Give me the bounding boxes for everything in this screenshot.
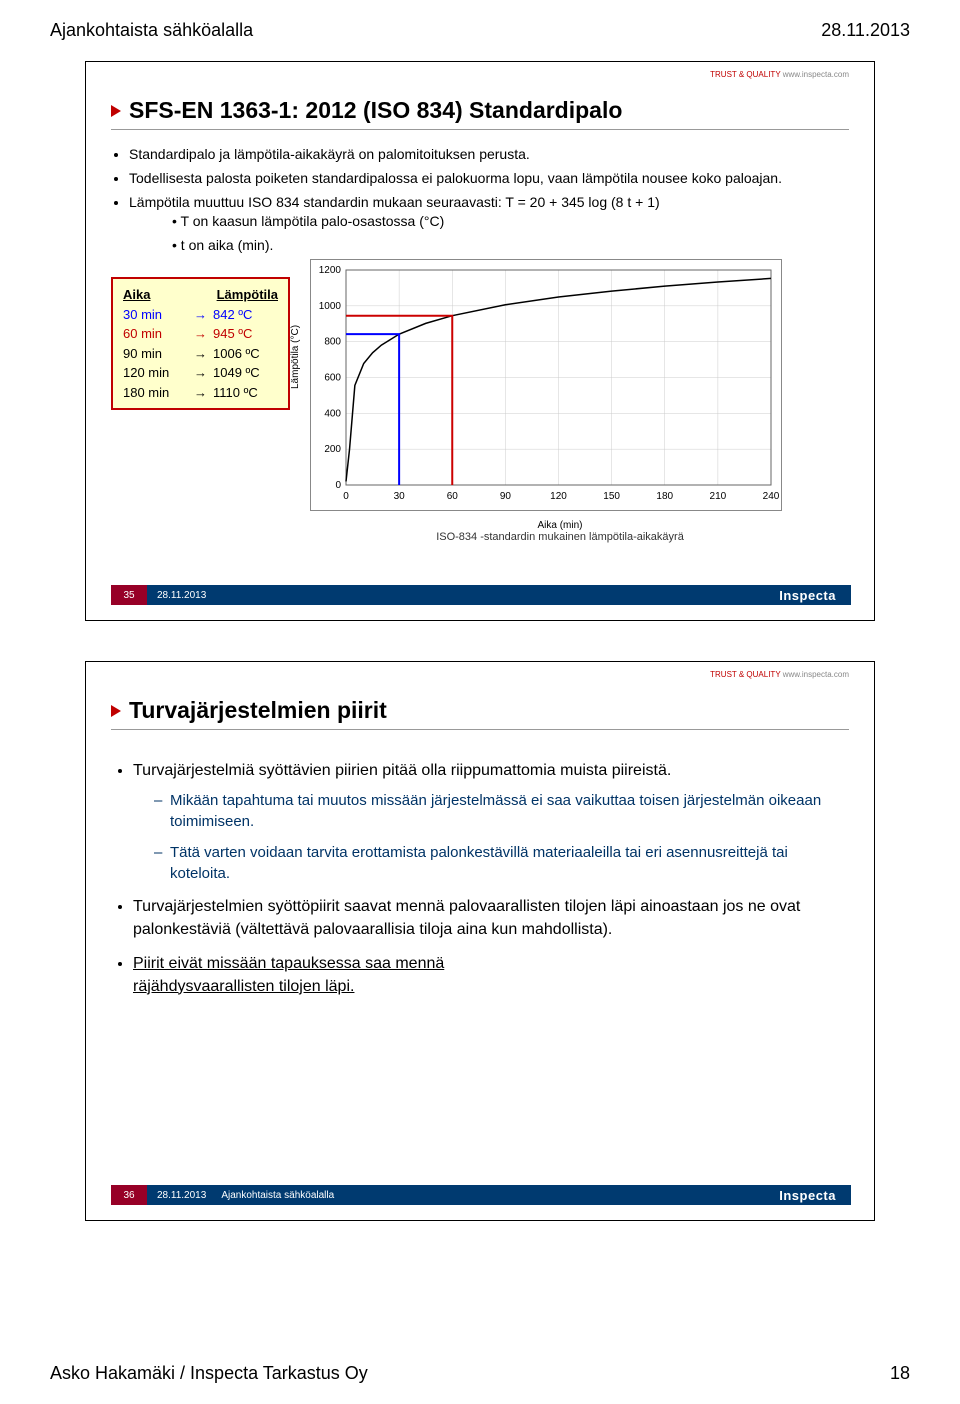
page-footer: Asko Hakamäki / Inspecta Tarkastus Oy 18 bbox=[50, 1363, 910, 1384]
s2-l1a: Turvajärjestelmiä syöttävien piirien pit… bbox=[133, 760, 849, 884]
s1-sub-a: T on kaasun lämpötila palo-osastossa (°C… bbox=[172, 212, 849, 231]
svg-text:90: 90 bbox=[500, 491, 512, 502]
svg-text:0: 0 bbox=[343, 491, 349, 502]
s2-l1c: Piirit eivät missään tapauksessa saa men… bbox=[133, 953, 849, 998]
svg-text:600: 600 bbox=[324, 373, 341, 384]
svg-text:60: 60 bbox=[447, 491, 459, 502]
inspecta-logo: Inspecta bbox=[779, 1188, 836, 1203]
inspecta-logo: Inspecta bbox=[779, 588, 836, 603]
slide-2: TRUST & QUALITY www.inspecta.com Turvajä… bbox=[85, 661, 875, 1221]
svg-text:150: 150 bbox=[603, 491, 620, 502]
svg-text:800: 800 bbox=[324, 337, 341, 348]
svg-text:0: 0 bbox=[335, 480, 341, 491]
s1-bullet-1: Standardipalo ja lämpötila-aikakäyrä on … bbox=[129, 145, 849, 164]
trust-quality-2: TRUST & QUALITY www.inspecta.com bbox=[710, 670, 849, 679]
iso834-chart: Lämpötila (°C) 0306090120150180210240020… bbox=[310, 259, 810, 543]
chart-svg: 0 30 60 90 120 150 180 210 240 0 200 400 600 800 1000 1… bbox=[310, 259, 782, 511]
slide-1: TRUST & QUALITY www.inspecta.com SFS-EN … bbox=[85, 61, 875, 621]
s1-bullet-3: Lämpötila muuttuu ISO 834 standardin muk… bbox=[129, 193, 849, 255]
s2-l1b: Turvajärjestelmien syöttöpiirit saavat m… bbox=[133, 896, 849, 941]
page-header: Ajankohtaista sähköalalla 28.11.2013 bbox=[50, 20, 910, 41]
trust-quality: TRUST & QUALITY www.inspecta.com bbox=[710, 70, 849, 79]
svg-text:180: 180 bbox=[656, 491, 673, 502]
svg-text:1000: 1000 bbox=[319, 301, 342, 312]
s1-bullet-2: Todellisesta palosta poiketen standardip… bbox=[129, 169, 849, 188]
svg-text:200: 200 bbox=[324, 445, 341, 456]
slide1-title: SFS-EN 1363-1: 2012 (ISO 834) Standardip… bbox=[129, 97, 622, 124]
slide2-footer: 36 28.11.2013 Ajankohtaista sähköalalla … bbox=[111, 1185, 851, 1205]
svg-text:120: 120 bbox=[550, 491, 567, 502]
slide1-footer: 35 28.11.2013 Inspecta bbox=[111, 585, 851, 605]
svg-text:30: 30 bbox=[394, 491, 406, 502]
slide2-title: Turvajärjestelmien piirit bbox=[129, 697, 387, 724]
s2-l2a: Mikään tapahtuma tai muutos missään järj… bbox=[158, 790, 849, 832]
bullet-icon bbox=[111, 705, 121, 717]
svg-text:400: 400 bbox=[324, 409, 341, 420]
svg-text:1200: 1200 bbox=[319, 265, 342, 276]
bullet-icon bbox=[111, 105, 121, 117]
s2-l2b: Tätä varten voidaan tarvita erottamista … bbox=[158, 842, 849, 884]
header-left: Ajankohtaista sähköalalla bbox=[50, 20, 253, 41]
header-right: 28.11.2013 bbox=[821, 20, 910, 41]
s1-sub-b: t on aika (min). bbox=[172, 236, 849, 255]
svg-text:210: 210 bbox=[710, 491, 727, 502]
time-temp-table: AikaLämpötila 30 min→842 ºC60 min→945 ºC… bbox=[111, 277, 290, 410]
svg-text:240: 240 bbox=[763, 491, 780, 502]
